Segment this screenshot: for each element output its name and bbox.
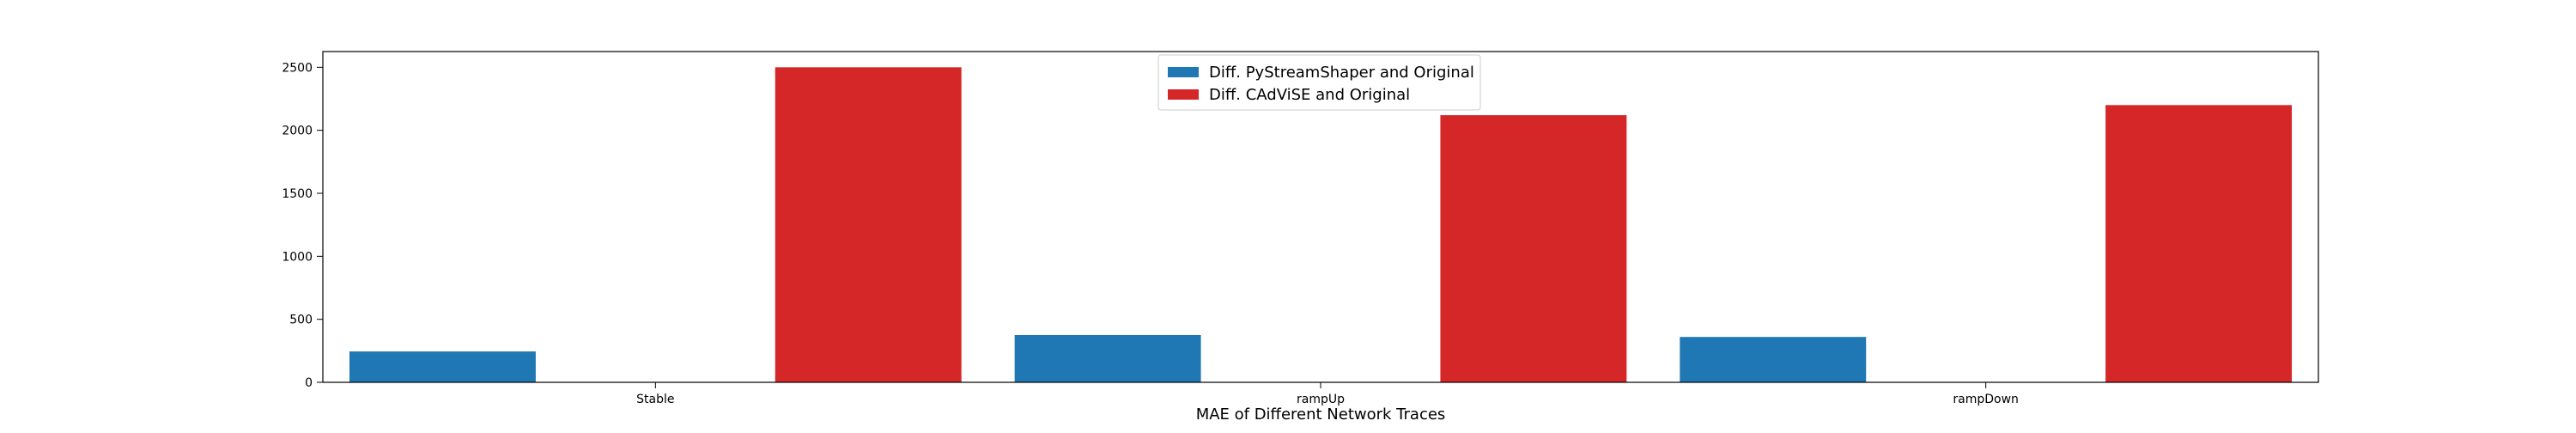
y-tick-label-0: 0: [305, 376, 313, 390]
y-tick-label-1000: 1000: [282, 250, 313, 264]
bar-stable-series-2: [775, 67, 962, 382]
y-tick-label-2000: 2000: [282, 125, 313, 138]
legend-label-cadvise: Diff. CAdViSE and Original: [1209, 86, 1410, 104]
bar-rampup-series-2: [1440, 115, 1627, 383]
legend-box: [1157, 54, 1481, 111]
legend-swatch-cadvise: [1168, 89, 1199, 100]
x-tick-label-rampup: rampUp: [1297, 393, 1345, 406]
legend-label-pystreamshaper: Diff. PyStreamShaper and Original: [1209, 64, 1474, 82]
x-tick-label-stable: Stable: [636, 393, 674, 406]
legend: Diff. PyStreamShaper and Original Diff. …: [1157, 54, 1481, 111]
legend-swatch-pystreamshaper: [1168, 67, 1199, 77]
plot-frame: [322, 51, 2319, 383]
bar-rampdown-series-2: [2105, 105, 2293, 382]
bar-rampdown-series-1: [1680, 337, 1867, 382]
y-tick-label-2500: 2500: [282, 61, 313, 75]
bar-stable-series-1: [349, 351, 536, 382]
x-tick-label-rampdown: rampDown: [1953, 393, 2019, 406]
y-tick-label-1500: 1500: [282, 187, 313, 201]
x-axis-title: MAE of Different Network Traces: [1196, 406, 1446, 424]
y-tick-label-500: 500: [289, 314, 313, 327]
bar-rampup-series-1: [1014, 335, 1201, 382]
